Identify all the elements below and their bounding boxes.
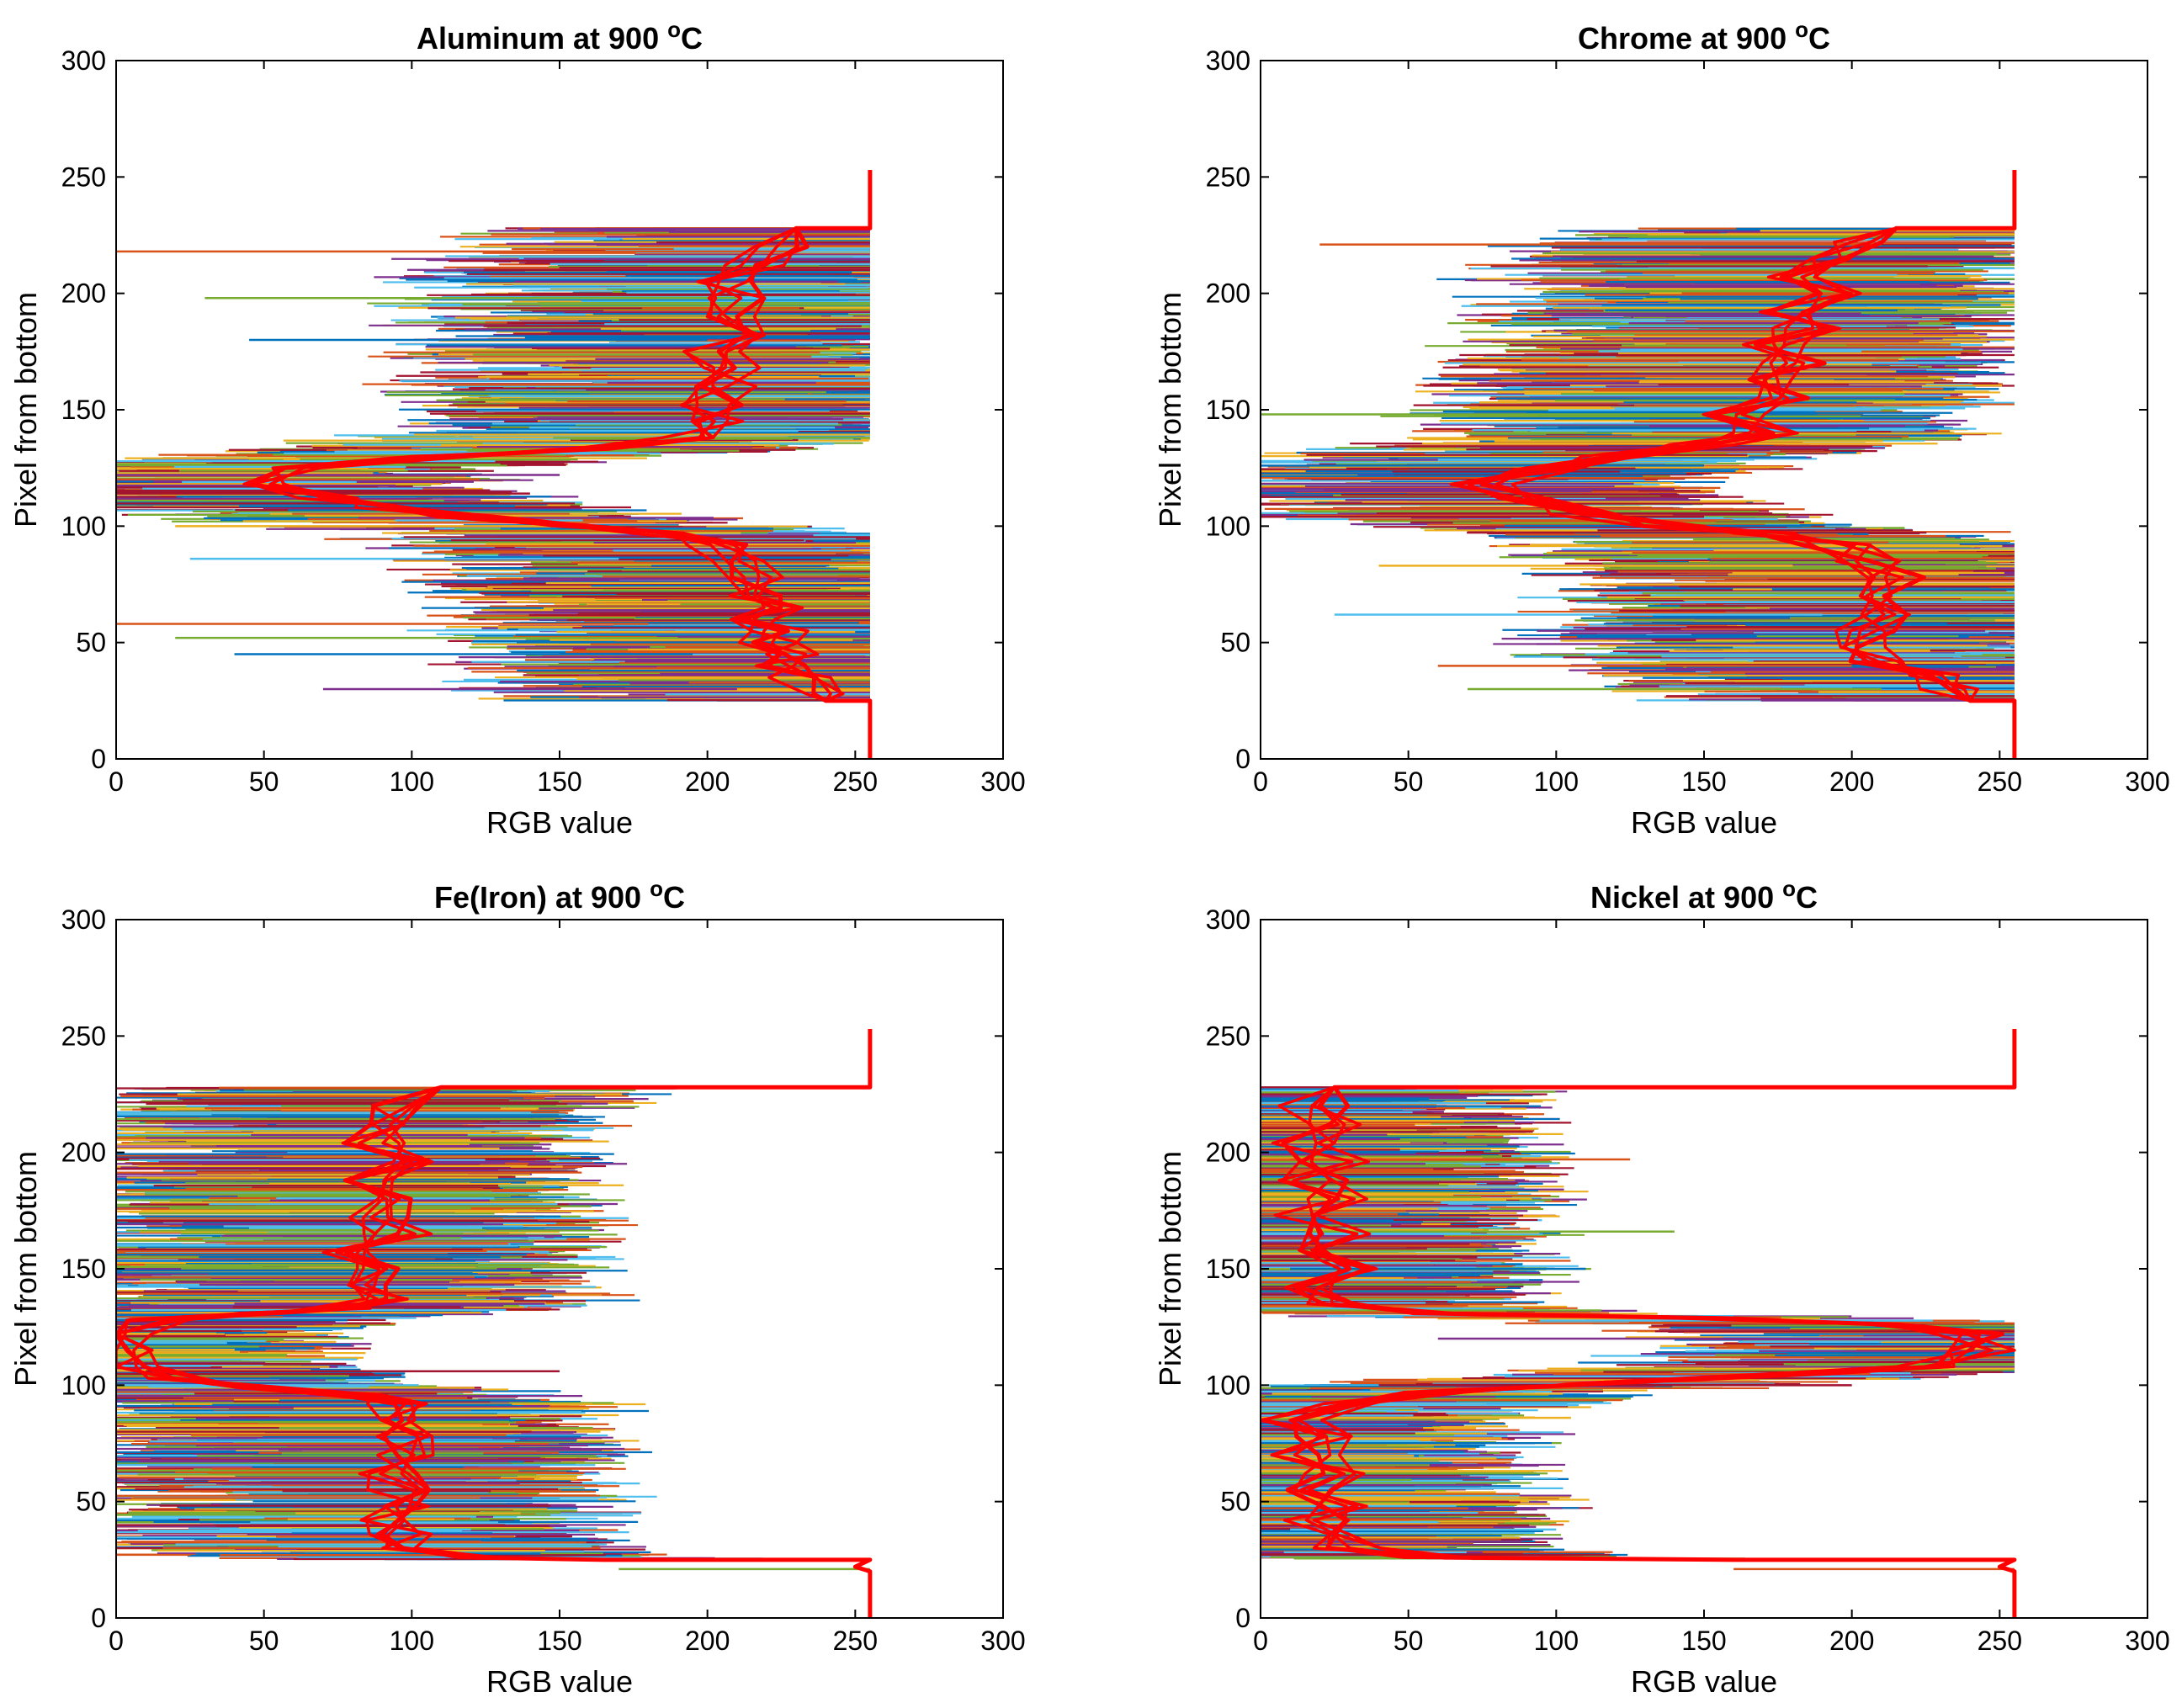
x-tick-label: 200 bbox=[1829, 766, 1874, 797]
mean-trace-group bbox=[1449, 170, 2017, 759]
mean-trace bbox=[1510, 170, 2016, 759]
x-tick-label: 150 bbox=[1681, 766, 1726, 797]
y-tick-label: 150 bbox=[61, 1254, 106, 1284]
y-tick-label: 300 bbox=[61, 45, 106, 76]
y-tick-label: 50 bbox=[1220, 628, 1250, 658]
x-axis-label: RGB value bbox=[486, 1664, 633, 1699]
y-tick-label: 250 bbox=[61, 162, 106, 192]
x-tick-label: 150 bbox=[537, 1626, 581, 1656]
chart-title-unit: C bbox=[681, 21, 703, 56]
y-tick-label: 250 bbox=[1206, 162, 1250, 192]
x-tick-label: 50 bbox=[249, 1626, 279, 1656]
noise-traces bbox=[116, 227, 870, 702]
x-tick-label: 300 bbox=[980, 1626, 1025, 1656]
y-tick-label: 200 bbox=[61, 278, 106, 309]
mean-trace bbox=[271, 170, 872, 759]
chart-title-superscript: o bbox=[650, 876, 663, 901]
noise-traces bbox=[1261, 227, 2015, 702]
y-tick-label: 200 bbox=[61, 1138, 106, 1168]
chart-title-superscript: o bbox=[667, 17, 681, 42]
x-axis-label: RGB value bbox=[1631, 805, 1777, 840]
chart-title-unit: C bbox=[1808, 21, 1830, 56]
y-tick-label: 0 bbox=[91, 744, 106, 774]
chart-title-text: Fe(Iron) at 900 bbox=[434, 880, 650, 915]
chart-panel-4: 0 50 100 150 200 250 300050100150200250300Nick… bbox=[1153, 876, 2170, 1699]
x-tick-label: 300 bbox=[2125, 766, 2169, 797]
x-tick-label: 250 bbox=[1978, 766, 2022, 797]
y-tick-label: 150 bbox=[61, 395, 106, 425]
y-tick-label: 100 bbox=[61, 511, 106, 541]
mean-trace bbox=[250, 170, 872, 759]
chart-title: Fe(Iron) at 900 oC bbox=[434, 876, 685, 915]
y-tick-label: 300 bbox=[1206, 45, 1250, 76]
chart-panel-2: 0 50 100 150 200 250 300 0 50 100 150 200 250 300 Chro… bbox=[1153, 17, 2170, 840]
mean-trace-group bbox=[242, 170, 873, 759]
mean-trace bbox=[132, 1029, 872, 1618]
y-tick-label: 100 bbox=[61, 1370, 106, 1400]
y-tick-label: 50 bbox=[76, 1487, 106, 1517]
y-tick-label: 50 bbox=[76, 628, 106, 658]
x-tick-label: 250 bbox=[833, 766, 878, 797]
y-tick-label: 0 bbox=[91, 1603, 106, 1633]
x-tick-label: 250 bbox=[833, 1626, 878, 1656]
x-tick-label: 0 bbox=[109, 1626, 124, 1656]
mean-trace bbox=[242, 170, 872, 759]
x-tick-label: 150 bbox=[537, 766, 581, 797]
x-tick-label: 200 bbox=[685, 1626, 730, 1656]
chart-title-text: Aluminum at 900 bbox=[417, 21, 667, 56]
y-tick-label: 300 bbox=[61, 904, 106, 935]
chart-title: Chrome at 900 oC bbox=[1578, 17, 1830, 56]
y-tick-label: 100 bbox=[1206, 511, 1250, 541]
chart-title: Aluminum at 900 oC bbox=[417, 17, 703, 56]
mean-trace-group bbox=[116, 1029, 873, 1618]
x-tick-label: 0 bbox=[109, 766, 124, 797]
x-tick-label: 0 bbox=[1253, 766, 1268, 797]
noise-traces bbox=[116, 1086, 800, 1561]
y-axis-label: Pixel from bottom bbox=[8, 1151, 43, 1387]
x-tick-label: 50 bbox=[1394, 766, 1424, 797]
chart-title-superscript: o bbox=[1795, 17, 1808, 42]
chart-title-text: Chrome at 900 bbox=[1578, 21, 1795, 56]
mean-trace bbox=[116, 1029, 872, 1618]
y-axis-label: Pixel from bottom bbox=[8, 292, 43, 528]
chart-title-unit: C bbox=[663, 880, 685, 915]
y-axis-label: Pixel from bottom bbox=[1153, 292, 1187, 528]
x-tick-label: 100 bbox=[390, 1626, 434, 1656]
y-tick-label: 250 bbox=[61, 1021, 106, 1051]
y-tick-label: 0 bbox=[1235, 744, 1250, 774]
x-axis-label: RGB value bbox=[486, 805, 633, 840]
x-tick-label: 300 bbox=[980, 766, 1025, 797]
y-tick-label: 150 bbox=[1206, 395, 1250, 425]
x-tick-label: 100 bbox=[1534, 766, 1579, 797]
x-tick-label: 100 bbox=[390, 766, 434, 797]
x-tick-label: 200 bbox=[685, 766, 730, 797]
y-tick-label: 200 bbox=[1206, 278, 1250, 309]
chart-panel-3: 0 50 100 150 200 250 300 0 50 100 150 200 250 300 Fe(I… bbox=[8, 876, 1026, 1699]
x-tick-label: 50 bbox=[249, 766, 279, 797]
chart-panel-1: 0 50 100 150 200 250 300 0 50 100 150 200 250 300 Alum… bbox=[8, 17, 1026, 840]
